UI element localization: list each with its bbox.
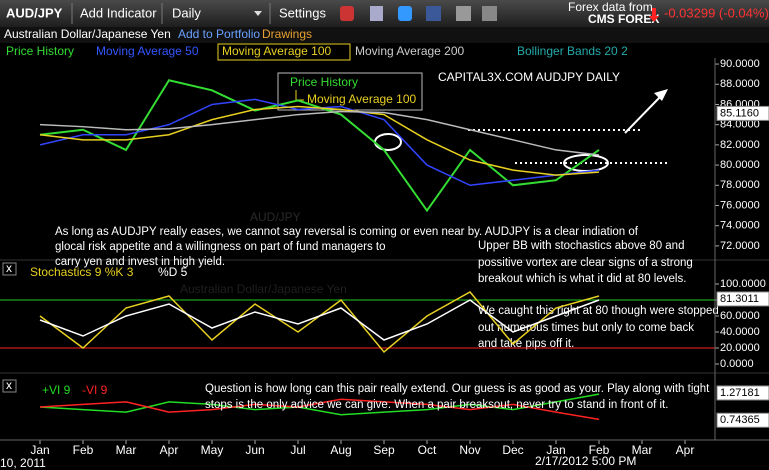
provider: CMS FOREX bbox=[588, 12, 659, 26]
y-tick-label: 80.0000 bbox=[720, 159, 760, 171]
x-tick-label: Jan bbox=[30, 443, 49, 457]
y-tick-label: 0.0000 bbox=[720, 358, 754, 370]
panel-legend: -VI 9 bbox=[82, 383, 108, 397]
legend-entry: Moving Average 100 bbox=[307, 92, 417, 106]
add-indicator[interactable]: Add Indicator bbox=[80, 5, 157, 20]
drawings[interactable]: Drawings bbox=[262, 27, 312, 41]
chart-title: CAPITAL3X.COM AUDJPY DAILY bbox=[438, 70, 620, 84]
y-tick-label: 74.0000 bbox=[720, 220, 760, 232]
annotation: As long as AUDJPY really eases, we canno… bbox=[55, 226, 639, 238]
close-panel[interactable] bbox=[2, 379, 17, 393]
y-tick-label: 40.0000 bbox=[720, 326, 760, 338]
help-icon[interactable] bbox=[482, 6, 497, 21]
x-tick-label: Mar bbox=[632, 443, 653, 457]
y-tick-label: 90.0000 bbox=[720, 58, 760, 70]
watermark: AUD/JPY bbox=[250, 210, 301, 224]
symbol[interactable]: AUD/JPY bbox=[6, 5, 63, 20]
annotation: carry yen and invest in high yield. bbox=[55, 256, 225, 268]
x-tick-label: Mar bbox=[116, 443, 137, 457]
x-tick-label: Apr bbox=[160, 443, 179, 457]
add-portfolio[interactable]: Add to Portfolio bbox=[178, 27, 260, 41]
annotation: possitive vortex are clear signs of a st… bbox=[478, 257, 693, 269]
last-value-box bbox=[716, 412, 769, 428]
x-tick-label: May bbox=[201, 443, 224, 457]
timestamp: 2/17/2012 5:00 PM bbox=[535, 454, 636, 468]
indicator-tab[interactable]: Moving Average 200 bbox=[355, 44, 465, 58]
series-line bbox=[39, 299, 600, 341]
y-tick-label: 20.0000 bbox=[720, 342, 760, 354]
last-value-box bbox=[716, 385, 769, 401]
x-tick-label: Jun bbox=[245, 443, 264, 457]
y-tick-label: 100.0000 bbox=[720, 278, 766, 290]
x-tick-label: Oct bbox=[418, 443, 437, 457]
print-icon[interactable] bbox=[370, 6, 383, 21]
panel-legend: Stochastics 9 %K 3 bbox=[30, 265, 134, 279]
last-value-label: 81.3011 bbox=[720, 293, 759, 305]
series-line bbox=[39, 393, 600, 416]
indicator-tab[interactable]: Price History bbox=[6, 44, 74, 58]
down-arrow bbox=[649, 8, 659, 22]
watermark-sub: Australian Dollar/Japanese Yen bbox=[180, 282, 347, 296]
legend-box bbox=[277, 72, 423, 111]
settings[interactable]: Settings bbox=[279, 5, 326, 20]
x-tick-label: Feb bbox=[589, 443, 610, 457]
data-source: Forex data from bbox=[568, 0, 653, 14]
annotation: Upper BB with stochastics above 80 and bbox=[478, 240, 684, 252]
x-tick-label: Sep bbox=[373, 443, 395, 457]
arrow-head bbox=[654, 89, 668, 101]
selected-tab-frame bbox=[217, 43, 351, 61]
x-tick-label: Dec bbox=[502, 443, 523, 457]
annotation: breakout which is what it did at 80 leve… bbox=[478, 273, 686, 285]
close-panel[interactable] bbox=[2, 262, 17, 276]
indicator-tab[interactable]: Moving Average 50 bbox=[96, 44, 199, 58]
interval[interactable]: Daily bbox=[172, 5, 201, 20]
arrow-shaft bbox=[624, 96, 661, 134]
x-tick-label: Feb bbox=[73, 443, 94, 457]
dropdown-arrow bbox=[254, 11, 262, 16]
series-line bbox=[39, 398, 600, 421]
close-icon[interactable]: x bbox=[6, 261, 12, 275]
toolbar bbox=[0, 0, 769, 27]
x-tick-label: Aug bbox=[330, 443, 351, 457]
series-line bbox=[39, 110, 600, 156]
twitter-icon[interactable] bbox=[398, 6, 412, 21]
instrument-name: Australian Dollar/Japanese Yen bbox=[4, 27, 171, 41]
y-tick-label: 72.0000 bbox=[720, 240, 760, 252]
last-value-label: 85.1160 bbox=[720, 107, 759, 119]
y-tick-label: 84.0000 bbox=[720, 119, 760, 131]
annotation: out numerous times but only to come back bbox=[478, 322, 694, 334]
subheader bbox=[0, 27, 769, 43]
indicator-tab[interactable]: Moving Average 100 bbox=[222, 44, 332, 58]
legend-entry: Price History bbox=[290, 75, 358, 89]
y-tick-label: 76.0000 bbox=[720, 199, 760, 211]
last-value-box bbox=[716, 291, 769, 307]
series-line bbox=[39, 105, 600, 176]
annotation: and take pips off it. bbox=[478, 338, 574, 350]
annotation: glocal risk appetite and a willingness o… bbox=[55, 241, 386, 253]
y-tick-label: 60.0000 bbox=[720, 310, 760, 322]
y-tick-label: 82.0000 bbox=[720, 139, 760, 151]
indicator-tab[interactable]: Bollinger Bands 20 2 bbox=[517, 44, 628, 58]
x-tick-label: Jan bbox=[546, 443, 565, 457]
x-tick-label: Jul bbox=[290, 443, 305, 457]
x-tick-label: Apr bbox=[676, 443, 695, 457]
annotation: Question is how long can this pair reall… bbox=[205, 383, 710, 395]
panel-legend: +VI 9 bbox=[42, 383, 71, 397]
y-tick-label: 78.0000 bbox=[720, 179, 760, 191]
last-value-box bbox=[716, 105, 769, 121]
share-icon[interactable] bbox=[456, 6, 471, 21]
x-tick-label: Nov bbox=[459, 443, 480, 457]
annotation: We caught this right at 80 though were s… bbox=[478, 305, 719, 317]
date-start: 10, 2011 bbox=[0, 456, 46, 470]
panel-legend: %D 5 bbox=[158, 265, 188, 279]
y-tick-label: 88.0000 bbox=[720, 78, 760, 90]
close-icon[interactable]: x bbox=[6, 378, 12, 392]
annotation: stops is the only advice we can give. Wh… bbox=[205, 399, 668, 411]
facebook-icon[interactable] bbox=[426, 6, 441, 21]
last-value-label: 0.74365 bbox=[720, 414, 760, 426]
price-change: -0.03299 (-0.04%) bbox=[664, 5, 769, 20]
last-value-label: 1.27181 bbox=[720, 387, 760, 399]
alarm-icon[interactable] bbox=[340, 6, 354, 21]
